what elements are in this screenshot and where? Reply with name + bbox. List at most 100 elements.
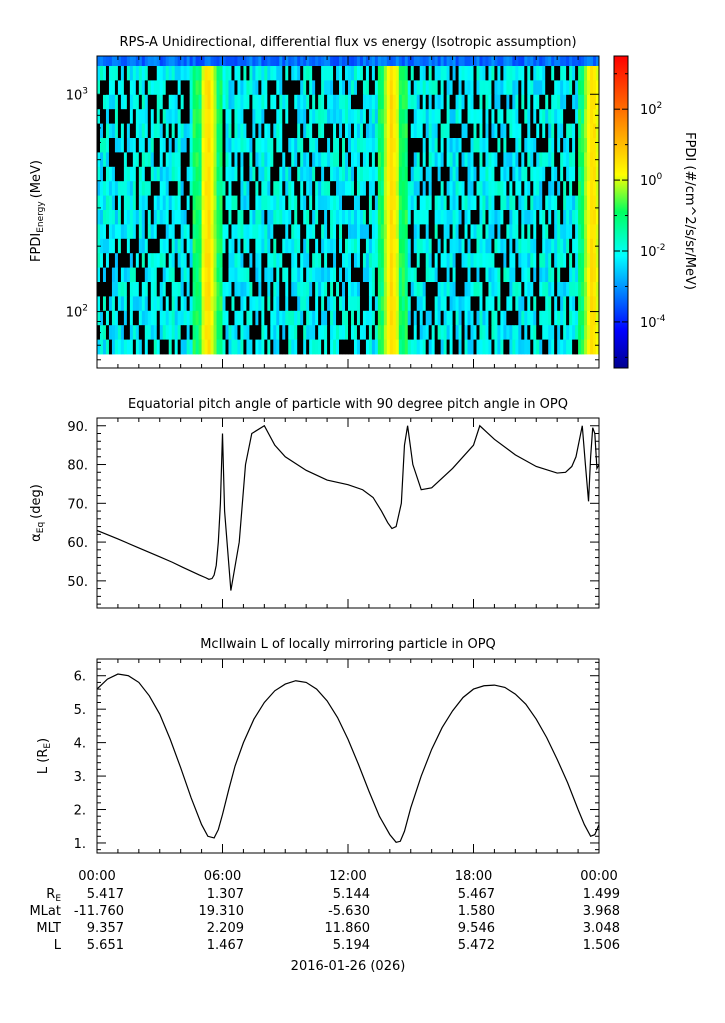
spectrogram-cell: [470, 166, 474, 182]
spectrogram-cell: [288, 123, 292, 139]
spectrogram-cell: [204, 339, 208, 355]
spectrogram-cell: [234, 80, 238, 96]
spectrogram-cells: [97, 56, 600, 355]
spectrogram-cell: [425, 66, 430, 81]
spectrogram-cell: [590, 80, 594, 96]
spectrogram-cell: [374, 195, 379, 211]
spectrogram-cell: [252, 138, 256, 153]
spectrogram-cell: [374, 282, 379, 297]
spectrogram-cell: [174, 56, 179, 66]
spectrogram-cell: [539, 152, 543, 168]
spectrogram-cell: [97, 224, 101, 240]
spectrogram-cell: [452, 195, 456, 211]
spectrogram-cell: [97, 123, 101, 139]
spectrogram-cell: [479, 195, 483, 211]
spectrogram-cell: [303, 56, 307, 66]
spectrogram-cell: [533, 152, 537, 168]
spectrogram-cell: [237, 56, 241, 66]
spectrogram-cell: [443, 210, 448, 225]
spectrogram-cell: [539, 282, 543, 297]
spectrogram-cell: [365, 238, 370, 254]
spectrogram-cell: [243, 195, 247, 211]
spectrogram-cell: [327, 325, 331, 340]
spectrogram-cell: [261, 267, 265, 283]
spectrogram-cell: [452, 109, 456, 124]
spectrogram-cell: [479, 282, 483, 297]
spectrogram-cell: [566, 267, 570, 283]
spectrogram-cell: [255, 253, 259, 268]
spectrogram-cell: [216, 296, 220, 312]
spectrogram-cell: [135, 80, 140, 96]
spectrogram-cell: [458, 80, 462, 96]
spectrogram-cell: [114, 152, 119, 168]
spectrogram-cell: [392, 325, 397, 340]
spectrogram-cell: [464, 253, 468, 268]
spectrogram-cell: [180, 109, 185, 124]
spectrogram-cell: [297, 152, 301, 168]
spectrogram-cell: [222, 109, 226, 124]
mcilwain-series-line: [96, 673, 600, 843]
spectrogram-cell: [180, 267, 185, 283]
spectrogram-cell: [330, 238, 334, 254]
spectrogram-cell: [285, 325, 289, 340]
spectrogram-cell: [596, 253, 600, 268]
spectrogram-cell: [102, 166, 107, 182]
spectrogram-cell: [587, 195, 591, 211]
spectrogram-cell: [312, 123, 316, 139]
spectrogram-cell: [467, 66, 471, 81]
spectrogram-cell: [587, 138, 591, 153]
spectrogram-cell: [345, 325, 349, 340]
spectrogram-cell: [177, 253, 182, 268]
spectrogram-cell: [159, 296, 164, 312]
spectrogram-cell: [557, 296, 561, 312]
spectrogram-cell: [575, 296, 579, 312]
spectrogram-cell: [231, 195, 235, 211]
spectrogram-cell: [563, 267, 567, 283]
spectrogram-cell: [401, 296, 406, 312]
ephemeris-value: 9.357: [87, 921, 124, 936]
spectrogram-y-label-unit: (MeV): [29, 160, 44, 198]
spectrogram-cell: [416, 325, 421, 340]
spectrogram-cell: [231, 282, 235, 297]
spectrogram-cell: [135, 138, 140, 153]
spectrogram-cell: [312, 56, 316, 66]
spectrogram-cell: [356, 152, 361, 168]
spectrogram-cell: [306, 56, 310, 66]
spectrogram-cell: [258, 109, 262, 124]
spectrogram-cell: [312, 296, 316, 312]
spectrogram-cell: [114, 181, 119, 196]
spectrogram-cell: [353, 123, 358, 139]
spectrogram-cell: [383, 339, 388, 355]
spectrogram-cell: [356, 339, 361, 355]
spectrogram-cell: [401, 325, 406, 340]
spectrogram-cell: [503, 296, 507, 312]
spectrogram-cell: [333, 80, 337, 96]
spectrogram-cell: [362, 339, 367, 355]
spectrogram-cell: [183, 282, 188, 297]
spectrogram-cell: [566, 109, 570, 124]
spectrogram-cell: [339, 94, 343, 110]
spectrogram-cell: [470, 152, 474, 168]
spectrogram-cell: [156, 267, 161, 283]
spectrogram-cell: [255, 138, 259, 153]
spectrogram-cell: [419, 152, 424, 168]
spectrogram-cell: [225, 325, 229, 340]
spectrogram-cell: [261, 80, 265, 96]
spectrogram-cell: [395, 152, 400, 168]
spectrogram-cell: [294, 210, 298, 225]
spectrogram-cell: [572, 66, 576, 81]
spectrogram-cell: [120, 339, 125, 355]
spectrogram-cell: [485, 152, 489, 168]
spectrogram-cell: [288, 109, 292, 124]
spectrogram-cell: [503, 282, 507, 297]
spectrogram-cell: [183, 325, 188, 340]
spectrogram-title: RPS-A Unidirectional, differential flux …: [119, 35, 576, 50]
spectrogram-cell: [482, 238, 486, 254]
spectrogram-cell: [455, 166, 459, 182]
spectrogram-cell: [234, 253, 238, 268]
spectrogram-cell: [530, 181, 534, 196]
spectrogram-cell: [368, 238, 373, 254]
spectrogram-cell: [132, 166, 137, 182]
spectrogram-cell: [312, 325, 316, 340]
